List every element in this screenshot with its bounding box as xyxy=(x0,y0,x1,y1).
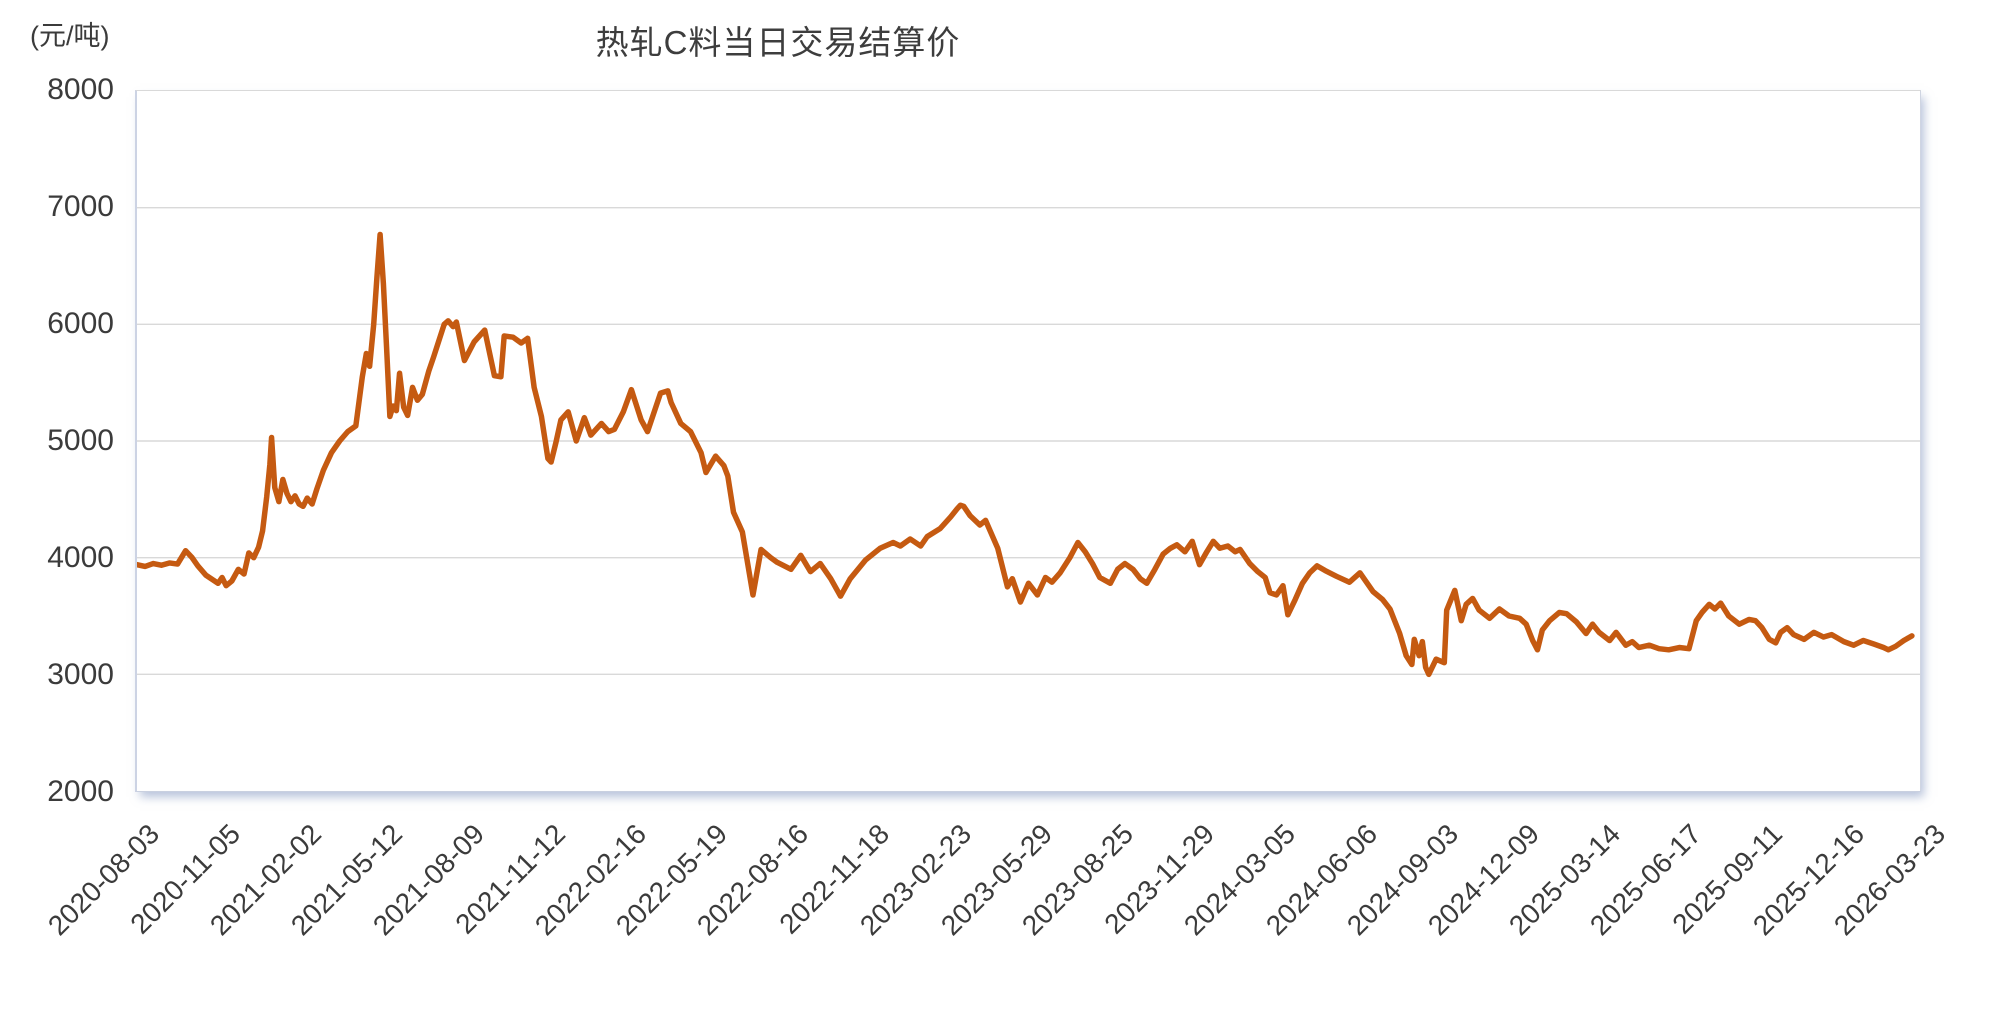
y-axis-tick-label: 7000 xyxy=(47,190,114,223)
y-axis-tick-label: 3000 xyxy=(47,658,114,691)
y-axis-tick-label: 8000 xyxy=(47,73,114,106)
plot-area xyxy=(135,90,1921,792)
y-axis-unit-label: (元/吨) xyxy=(30,21,110,51)
price-line xyxy=(137,231,1915,678)
chart-title: 热轧C料当日交易结算价 xyxy=(595,24,961,61)
y-axis-tick-label: 4000 xyxy=(47,541,114,574)
price-line-svg xyxy=(137,206,1920,678)
y-axis-tick-label: 6000 xyxy=(47,307,114,340)
y-axis-tick-label: 2000 xyxy=(47,775,114,808)
y-axis-tick-label: 5000 xyxy=(47,424,114,457)
